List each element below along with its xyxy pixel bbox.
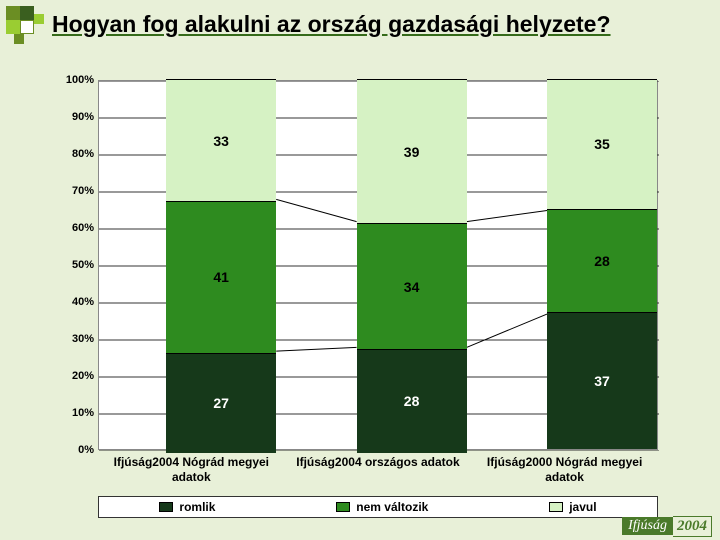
bar-segment: 34 — [357, 223, 467, 349]
logo-right: 2004 — [673, 516, 712, 537]
legend-swatch — [549, 502, 563, 512]
logo-left: Ifjúság — [622, 517, 673, 535]
legend-label: nem változik — [356, 500, 428, 514]
category-label: Ifjúság2004 Nógrád megyei adatok — [98, 455, 285, 485]
x-axis-labels: Ifjúság2004 Nógrád megyei adatokIfjúság2… — [98, 455, 658, 485]
plot-area: 334127393428352837 — [98, 80, 658, 450]
legend-item: nem változik — [336, 500, 428, 514]
legend-swatch — [159, 502, 173, 512]
legend: romlik nem változik javul — [98, 496, 658, 518]
bar-group: 393428 — [357, 79, 467, 449]
legend-item: romlik — [159, 500, 215, 514]
bar-segment: 27 — [166, 353, 276, 453]
footer-logo: Ifjúság 2004 — [622, 516, 712, 536]
legend-label: romlik — [179, 500, 215, 514]
bar-segment: 28 — [357, 349, 467, 453]
legend-label: javul — [569, 500, 596, 514]
category-label: Ifjúság2000 Nógrád megyei adatok — [471, 455, 658, 485]
bar-segment: 35 — [547, 79, 657, 209]
slide-bullet-decor — [6, 6, 46, 46]
category-label: Ifjúság2004 országos adatok — [285, 455, 472, 485]
legend-item: javul — [549, 500, 596, 514]
bar-group: 334127 — [166, 79, 276, 449]
slide-title: Hogyan fog alakulni az ország gazdasági … — [52, 10, 690, 39]
chart-area: 0%10%20%30%40%50%60%70%80%90%100% 334127… — [56, 80, 666, 450]
bar-segment: 39 — [357, 79, 467, 223]
bar-segment: 33 — [166, 79, 276, 201]
bar-segment: 28 — [547, 209, 657, 313]
y-axis-labels: 0%10%20%30%40%50%60%70%80%90%100% — [56, 80, 96, 450]
legend-swatch — [336, 502, 350, 512]
bar-group: 352837 — [547, 79, 657, 449]
bar-segment: 41 — [166, 201, 276, 353]
bar-segment: 37 — [547, 312, 657, 449]
